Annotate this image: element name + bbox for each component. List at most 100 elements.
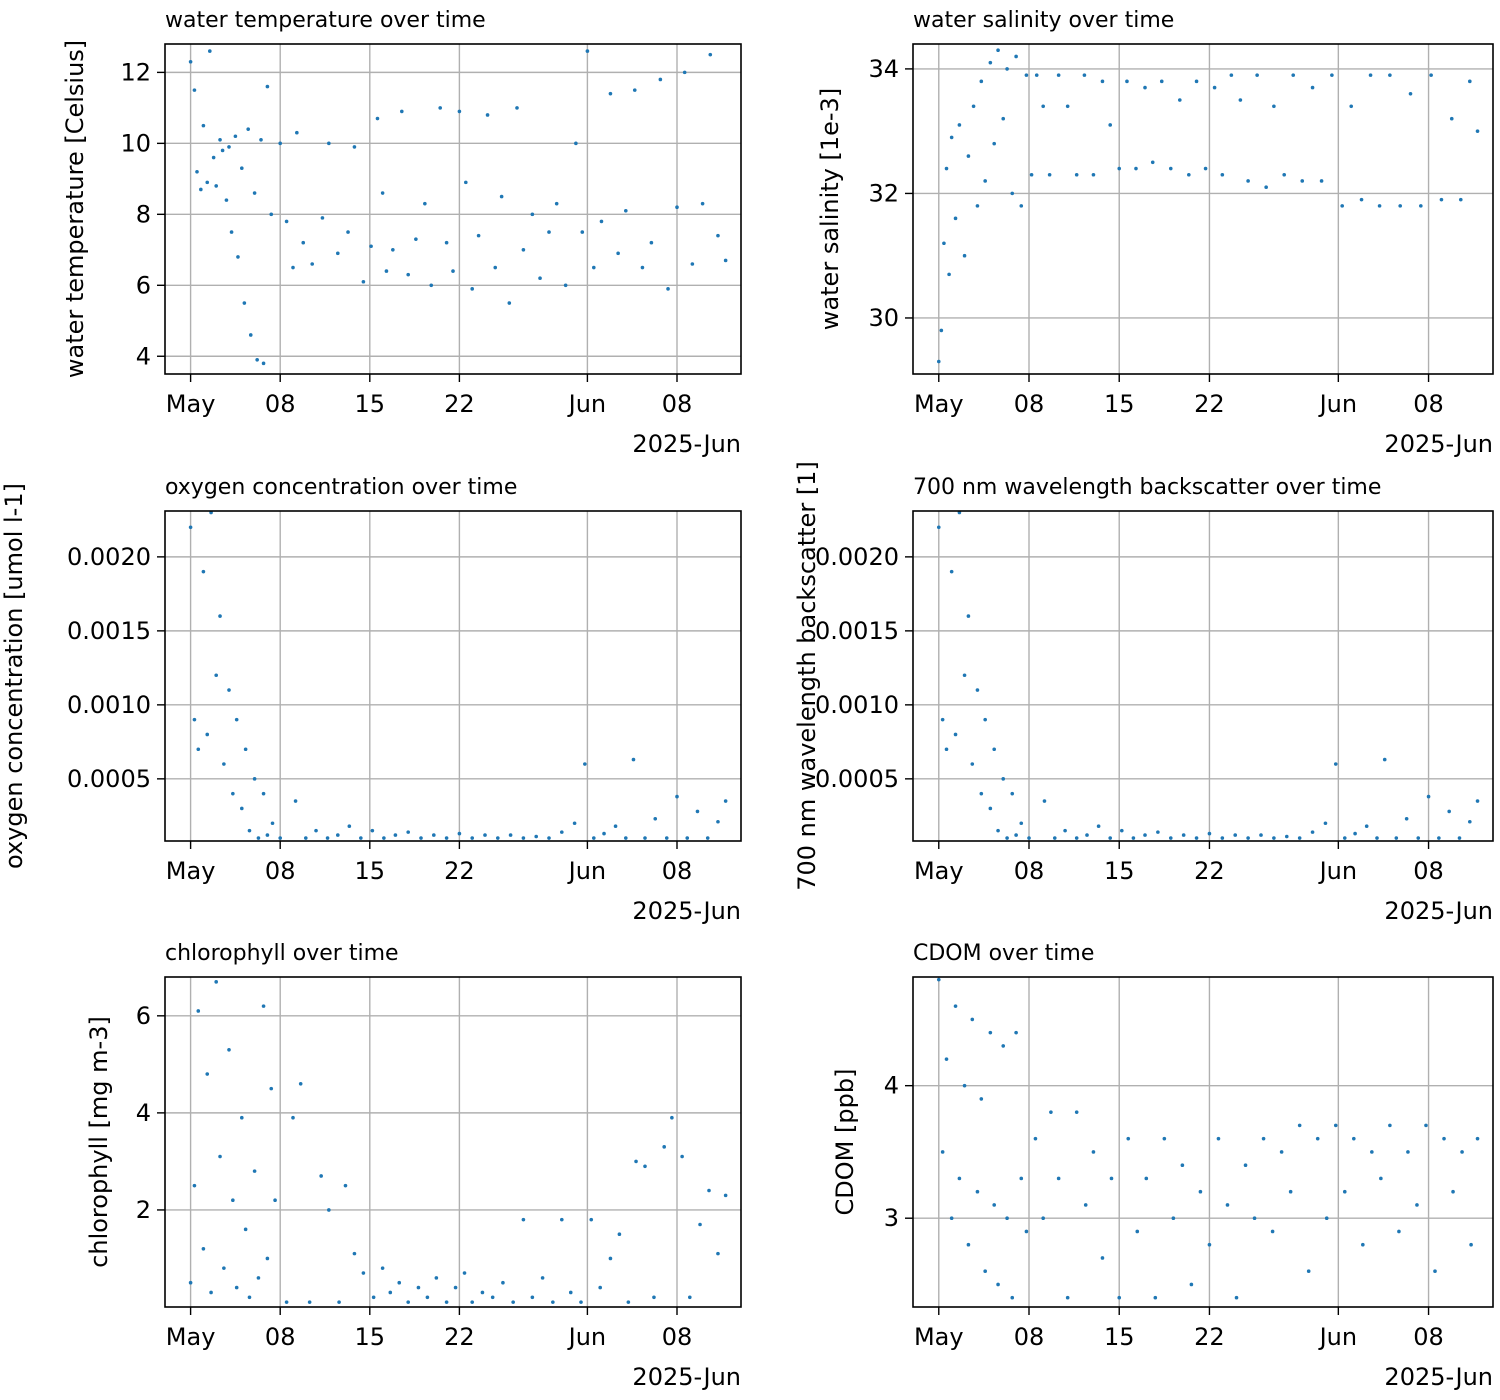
data-point	[996, 1282, 1000, 1287]
x-tick-label: 08	[662, 1323, 693, 1351]
data-point	[261, 361, 266, 366]
y-tick-label: 0.0005	[67, 765, 151, 793]
x-tick-label: 08	[265, 1323, 296, 1351]
data-point	[979, 791, 984, 796]
x-axis-offset-label: 2025-Jun	[632, 1363, 741, 1391]
data-points	[936, 510, 1480, 840]
x-axis-offset-label: 2025-Jun	[632, 430, 741, 458]
data-point	[293, 799, 298, 803]
data-point	[188, 59, 193, 64]
data-point	[1207, 1242, 1212, 1247]
data-point	[670, 1115, 674, 1120]
data-point	[231, 1198, 235, 1203]
data-point	[979, 1097, 984, 1101]
data-point	[953, 1004, 958, 1008]
data-point	[1216, 1136, 1221, 1141]
data-point	[1340, 204, 1344, 208]
data-point	[1319, 179, 1324, 183]
data-point	[511, 1300, 515, 1304]
data-point	[220, 148, 225, 153]
data-point	[1014, 833, 1018, 837]
data-point	[278, 836, 282, 840]
data-point	[1220, 172, 1225, 177]
data-point	[953, 732, 958, 737]
plot-frame	[164, 510, 742, 842]
data-point	[723, 258, 728, 263]
data-point	[996, 828, 1000, 833]
y-axis-label: 700 nm wavelength backscatter [1]	[793, 461, 821, 891]
data-point	[1404, 817, 1409, 821]
data-point	[201, 569, 206, 574]
data-point	[201, 1246, 206, 1251]
x-tick-label: Jun	[567, 390, 607, 418]
data-point	[1252, 1216, 1257, 1221]
data-point	[1005, 1216, 1009, 1221]
data-point	[406, 830, 410, 834]
data-point	[1001, 116, 1006, 121]
data-point	[617, 1232, 622, 1237]
data-point	[563, 283, 568, 288]
data-point	[196, 1009, 201, 1013]
data-point	[1180, 1163, 1185, 1167]
data-point	[1408, 92, 1413, 96]
x-tick-label: 08	[265, 857, 296, 885]
data-points	[188, 980, 728, 1304]
data-point	[1238, 98, 1243, 102]
data-point	[1310, 830, 1315, 834]
x-tick-label: 15	[1104, 857, 1135, 885]
data-point	[1207, 831, 1212, 836]
data-point	[1024, 73, 1029, 77]
data-point	[1082, 73, 1087, 77]
data-point	[643, 836, 647, 840]
data-point	[375, 116, 380, 121]
data-point	[1091, 1150, 1096, 1154]
data-point	[613, 824, 618, 829]
data-point	[949, 1216, 954, 1221]
data-point	[1475, 799, 1480, 803]
x-axis-offset-label: 2025-Jun	[1384, 1363, 1493, 1391]
data-point	[1415, 1203, 1419, 1207]
chart-title: oxygen concentration over time	[165, 475, 517, 500]
x-tick-label: 08	[1014, 1323, 1045, 1351]
data-point	[521, 836, 526, 840]
data-point	[269, 1086, 274, 1091]
data-point	[269, 212, 274, 217]
data-point	[1096, 824, 1101, 829]
data-point	[327, 1208, 331, 1212]
data-point	[1047, 172, 1052, 177]
data-point	[940, 1150, 945, 1154]
data-point	[1333, 1123, 1338, 1128]
data-point	[1330, 73, 1334, 77]
data-point	[992, 747, 996, 752]
data-point	[218, 1154, 222, 1159]
data-point	[1475, 1136, 1480, 1141]
data-point	[483, 833, 487, 837]
data-point	[261, 1004, 266, 1008]
data-point	[444, 240, 449, 245]
x-tick-label: 08	[1014, 390, 1045, 418]
data-point	[1085, 833, 1089, 837]
data-point	[1019, 1176, 1024, 1181]
data-point	[975, 204, 980, 208]
data-point	[1284, 834, 1289, 839]
y-tick-label: 6	[136, 271, 151, 299]
data-point	[188, 525, 193, 530]
data-point	[400, 109, 404, 114]
data-point	[243, 747, 248, 752]
data-point	[1024, 1229, 1029, 1234]
data-point	[252, 1169, 257, 1173]
data-point	[949, 569, 954, 574]
y-tick-label: 32	[868, 179, 899, 207]
data-point	[273, 1198, 277, 1203]
data-point	[476, 233, 481, 238]
data-point	[336, 251, 340, 256]
data-point	[695, 809, 700, 814]
data-point	[493, 265, 498, 270]
data-point	[1168, 166, 1173, 171]
x-tick-label: 22	[444, 1323, 475, 1351]
data-point	[214, 673, 218, 678]
data-point	[224, 198, 229, 202]
data-point	[1426, 794, 1431, 799]
data-point	[192, 717, 197, 722]
data-point	[1065, 1295, 1070, 1300]
